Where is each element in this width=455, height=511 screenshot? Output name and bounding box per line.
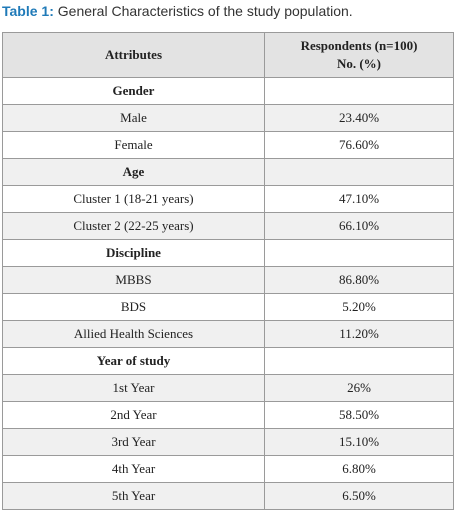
table-row: Cluster 1 (18-21 years) 47.10% (2, 185, 454, 213)
respondents-value: 86.80% (264, 266, 454, 294)
section-row: Gender (2, 77, 454, 105)
respondents-value (264, 158, 454, 186)
attribute-label: 2nd Year (2, 401, 265, 429)
section-row: Discipline (2, 239, 454, 267)
attribute-label: Female (2, 131, 265, 159)
section-row: Year of study (2, 347, 454, 375)
attribute-label: Allied Health Sciences (2, 320, 265, 348)
section-label: Age (2, 158, 265, 186)
respondents-value: 11.20% (264, 320, 454, 348)
attribute-label: Cluster 2 (22-25 years) (2, 212, 265, 240)
section-label: Year of study (2, 347, 265, 375)
table-caption-text: General Characteristics of the study pop… (53, 3, 353, 19)
respondents-value (264, 77, 454, 105)
table-row: Allied Health Sciences 11.20% (2, 320, 454, 348)
section-row: Age (2, 158, 454, 186)
respondents-value: 6.50% (264, 482, 454, 510)
table-row: 3rd Year 15.10% (2, 428, 454, 456)
table-row: Female 76.60% (2, 131, 454, 159)
respondents-value: 26% (264, 374, 454, 402)
table-caption-lead: Table 1: (2, 3, 54, 19)
respondents-value: 66.10% (264, 212, 454, 240)
table-row: Cluster 2 (22-25 years) 66.10% (2, 212, 454, 240)
table-row: 4th Year 6.80% (2, 455, 454, 483)
table-row: MBBS 86.80% (2, 266, 454, 294)
table-row: 2nd Year 58.50% (2, 401, 454, 429)
respondents-value: 15.10% (264, 428, 454, 456)
respondents-value: 47.10% (264, 185, 454, 213)
respondents-value (264, 239, 454, 267)
header-respondents-line1: Respondents (n=100) (300, 38, 418, 53)
respondents-value: 6.80% (264, 455, 454, 483)
characteristics-table: Attributes Respondents (n=100) No. (%) G… (2, 32, 454, 510)
attribute-label: 1st Year (2, 374, 265, 402)
table-row: Male 23.40% (2, 104, 454, 132)
respondents-value: 23.40% (264, 104, 454, 132)
section-label: Discipline (2, 239, 265, 267)
section-label: Gender (2, 77, 265, 105)
table-row: 1st Year 26% (2, 374, 454, 402)
respondents-value (264, 347, 454, 375)
attribute-label: Cluster 1 (18-21 years) (2, 185, 265, 213)
table-caption: Table 1: General Characteristics of the … (2, 3, 353, 19)
attribute-label: 4th Year (2, 455, 265, 483)
header-attributes: Attributes (2, 32, 265, 78)
table-row: 5th Year 6.50% (2, 482, 454, 510)
respondents-value: 5.20% (264, 293, 454, 321)
attribute-label: Male (2, 104, 265, 132)
respondents-value: 58.50% (264, 401, 454, 429)
attribute-label: 5th Year (2, 482, 265, 510)
respondents-value: 76.60% (264, 131, 454, 159)
attribute-label: BDS (2, 293, 265, 321)
header-respondents: Respondents (n=100) No. (%) (264, 32, 454, 78)
table-row: BDS 5.20% (2, 293, 454, 321)
attribute-label: MBBS (2, 266, 265, 294)
attribute-label: 3rd Year (2, 428, 265, 456)
table-header-row: Attributes Respondents (n=100) No. (%) (2, 32, 454, 78)
header-respondents-line2: No. (%) (336, 56, 382, 71)
